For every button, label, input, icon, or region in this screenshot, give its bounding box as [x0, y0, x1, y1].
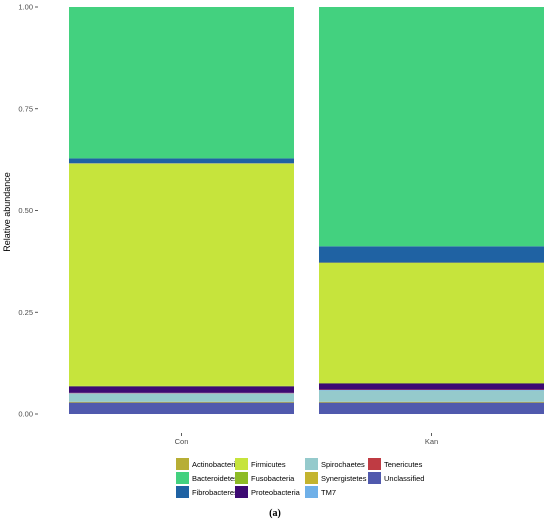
y-tick-label: 0.25: [18, 308, 33, 317]
legend-label-synergistetes: Synergistetes: [321, 474, 367, 483]
bars-group: [69, 7, 544, 414]
y-tick-label: 0.00: [18, 410, 33, 419]
legend-label-tm7: TM7: [321, 488, 336, 497]
legend-label-fibrobacteres: Fibrobacteres: [192, 488, 238, 497]
legend-label-spirochaetes: Spirochaetes: [321, 460, 365, 469]
y-axis-title: Relative abundance: [2, 172, 12, 252]
legend-key-synergistetes: [305, 472, 318, 484]
y-tick-label: 0.50: [18, 206, 33, 215]
legend-key-spirochaetes: [305, 458, 318, 470]
x-tick-label-con: Con: [175, 437, 189, 446]
bar-con-firmicutes: [69, 163, 294, 386]
legend-key-fibrobacteres: [176, 486, 189, 498]
bar-kan-proteobacteria: [319, 383, 544, 390]
legend-key-proteobacteria: [235, 486, 248, 498]
legend-key-firmicutes: [235, 458, 248, 470]
bar-con-unclassified: [69, 402, 294, 414]
legend-label-unclassified: Unclassified: [384, 474, 424, 483]
bar-kan-actinobacteria: [319, 401, 544, 403]
figure-caption: (a): [269, 508, 281, 519]
legend-label-tenericutes: Tenericutes: [384, 460, 423, 469]
x-axis: Con Kan: [175, 433, 438, 446]
bar-con-fibrobacteres: [69, 158, 294, 164]
bar-con-bacteroidetes: [69, 7, 294, 159]
x-tick-label-kan: Kan: [425, 437, 438, 446]
legend-key-tm7: [305, 486, 318, 498]
legend-key-bacteroidetes: [176, 472, 189, 484]
legend-label-actinobacteria: Actinobacteria: [192, 460, 240, 469]
y-tick-label: 0.75: [18, 104, 33, 113]
bar-con-proteobacteria: [69, 386, 294, 393]
legend-label-bacteroidetes: Bacteroidetes: [192, 474, 238, 483]
legend-key-unclassified: [368, 472, 381, 484]
bar-kan-bacteroidetes: [319, 7, 544, 247]
bar-kan-fibrobacteres: [319, 246, 544, 263]
legend-key-tenericutes: [368, 458, 381, 470]
legend: Actinobacteria Firmicutes Spirochaetes Tene…: [176, 458, 424, 498]
legend-label-firmicutes: Firmicutes: [251, 460, 286, 469]
y-axis: 0.00 0.25 0.50 0.75 1.00: [18, 3, 38, 419]
bar-kan-unclassified: [319, 402, 544, 414]
bar-con-spirochaetes: [69, 393, 294, 402]
legend-label-fusobacteria: Fusobacteria: [251, 474, 295, 483]
legend-key-actinobacteria: [176, 458, 189, 470]
bar-kan-spirochaetes: [319, 390, 544, 402]
bar-kan-firmicutes: [319, 263, 544, 384]
bar-con-actinobacteria: [69, 401, 294, 403]
legend-label-proteobacteria: Proteobacteria: [251, 488, 301, 497]
y-tick-label: 1.00: [18, 3, 33, 12]
legend-key-fusobacteria: [235, 472, 248, 484]
